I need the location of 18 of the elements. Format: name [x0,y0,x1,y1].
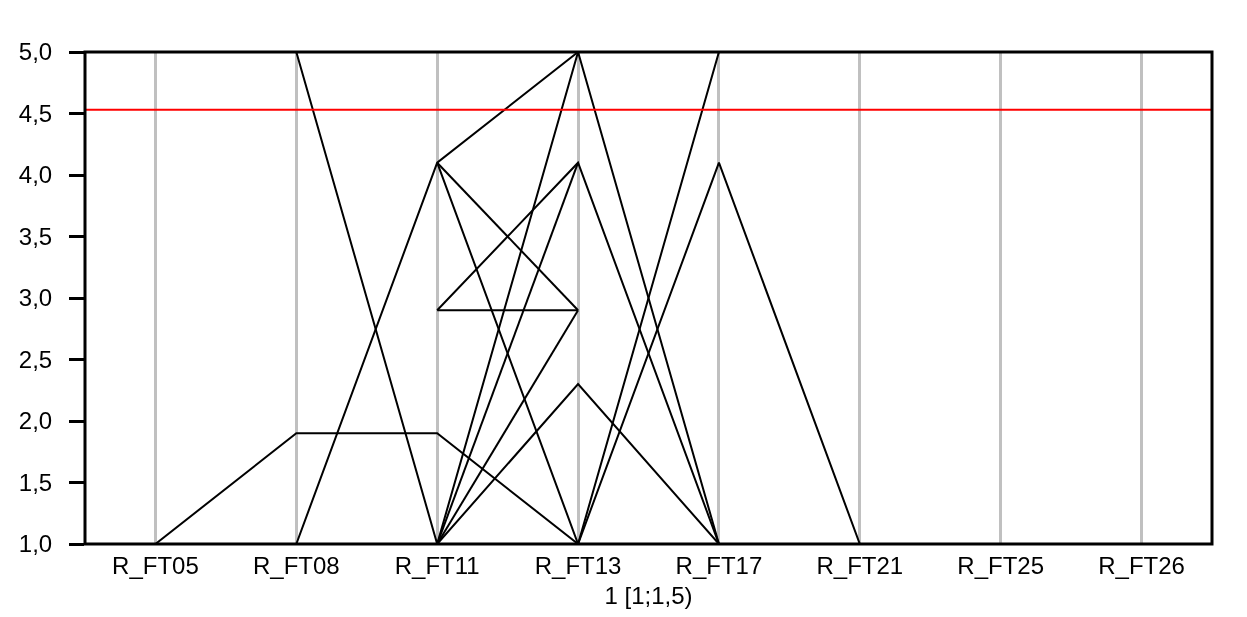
y-tick-label: 4,0 [18,161,53,189]
x-tick-label: R_FT11 [394,552,480,579]
y-tick-label: 3,5 [18,222,53,250]
y-tick-label: 2,5 [18,345,53,373]
y-tick-label: 3,0 [18,284,53,312]
x-tick-label: R_FT17 [675,552,763,579]
x-tick-label: R_FT05 [112,552,199,579]
x-tick-label: R_FT08 [252,552,340,579]
x-tick-label: R_FT25 [957,552,1045,579]
x-tick-label: R_FT21 [816,552,904,579]
y-tick-label: 4,5 [18,99,53,127]
y-tick-label: 1,5 [18,468,53,496]
y-tick-label: 2,0 [18,407,53,435]
y-tick-label: 5,0 [18,38,53,66]
x-tick-label: R_FT26 [1098,552,1185,579]
x-tick-label: R_FT13 [534,552,622,579]
x-axis-title: 1 [1;1,5) [604,582,693,610]
y-tick-label: 1,0 [18,530,53,558]
